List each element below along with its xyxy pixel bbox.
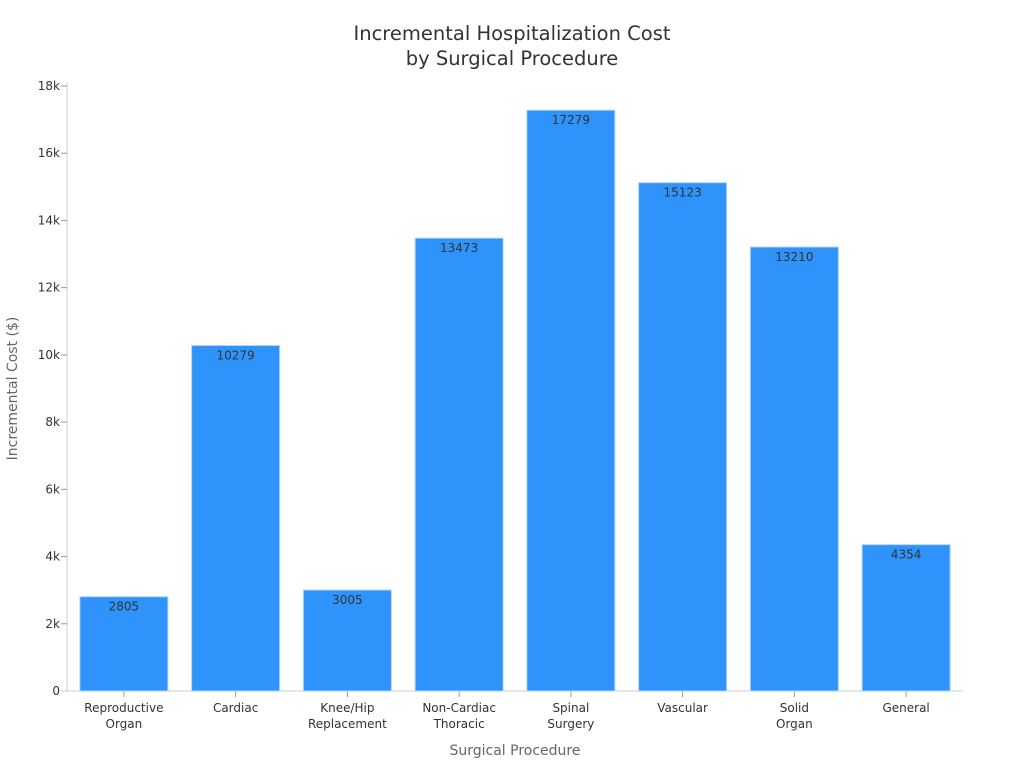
y-tick-label: 12k [38, 281, 60, 295]
bar [749, 246, 839, 692]
chart-title-line-2: by Surgical Procedure [405, 47, 619, 70]
x-tick-label: Organ [106, 717, 143, 731]
y-tick-label: 0 [52, 684, 60, 698]
data-label: 15123 [664, 186, 702, 200]
y-tick-label: 2k [45, 617, 60, 631]
x-tick-label: Knee/Hip [320, 701, 374, 715]
bar [191, 345, 281, 692]
x-tick-label: Cardiac [213, 701, 258, 715]
bar [302, 589, 392, 692]
x-tick-label: Non-Cardiac [422, 701, 496, 715]
y-tick-label: 18k [38, 79, 60, 93]
y-tick-label: 4k [45, 550, 60, 564]
x-tick-label: Surgery [547, 717, 594, 731]
x-axis-title: Surgical Procedure [449, 743, 580, 759]
x-tick-label: Thoracic [433, 717, 485, 731]
x-tick-label: Vascular [657, 701, 708, 715]
x-tick-label: Reproductive [84, 701, 163, 715]
x-tick-label: General [882, 701, 929, 715]
bar [526, 109, 616, 692]
y-tick-label: 10k [38, 348, 60, 362]
y-tick-label: 8k [45, 415, 60, 429]
x-tick-label: Solid [780, 701, 809, 715]
y-tick-label: 6k [45, 482, 60, 496]
data-label: 17279 [552, 113, 590, 127]
x-axis: Reproductive Organ Cardiac Knee/Hip Replacem… [61, 690, 963, 731]
y-tick-label: 14k [38, 213, 60, 227]
y-tick-label: 16k [38, 146, 60, 160]
x-tick-label: Spinal [552, 701, 589, 715]
data-label: 13473 [440, 241, 478, 255]
y-axis-title: Incremental Cost ($) [5, 317, 21, 461]
data-labels: 2805 10279 3005 13473 17279 15123 13210 4354 [109, 113, 922, 613]
data-label: 10279 [217, 349, 255, 363]
chart-title: Incremental Hospitalization Cost by Surg… [0, 21, 1024, 71]
y-axis: 0 2k 4k 6k 8k 10k 12k 14k 16k 18k [38, 79, 68, 698]
bar [414, 237, 504, 692]
data-label: 13210 [775, 250, 813, 264]
bar [638, 182, 728, 692]
chart-title-line-1: Incremental Hospitalization Cost [353, 22, 671, 45]
bar [79, 596, 169, 692]
bars [79, 109, 951, 692]
data-label: 3005 [332, 593, 363, 607]
data-label: 2805 [109, 600, 140, 614]
data-label: 4354 [891, 548, 922, 562]
x-tick-label: Organ [776, 717, 813, 731]
x-tick-label: Replacement [308, 717, 387, 731]
bar [861, 544, 951, 692]
